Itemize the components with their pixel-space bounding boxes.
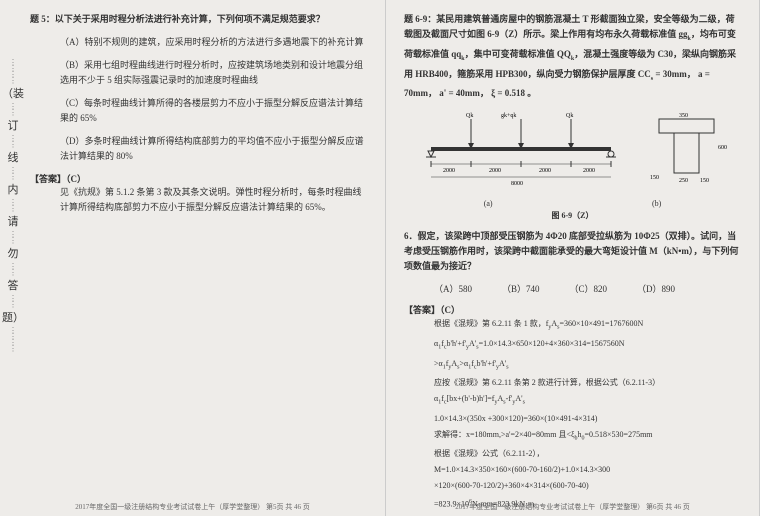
q69-title: 题 6-9：某民用建筑普通房屋中的钢筋混凝土 T 形截面独立梁，安全等级为二级，… xyxy=(404,12,741,101)
ans6-label: 【答案】（C） xyxy=(404,303,741,316)
optA: （A）580 xyxy=(434,282,472,295)
optC: （C）820 xyxy=(570,282,608,295)
dots: ⋮⋮ xyxy=(9,264,17,276)
answer5: 【答案】（C） 见《抗规》第 5.1.2 条第 3 款及其条文说明。弹性时程分析… xyxy=(30,172,367,215)
answer6: 【答案】（C） 根据《混规》第 6.2.11 条 1 款，fyAs=360×10… xyxy=(404,303,741,513)
svg-text:Qk: Qk xyxy=(466,113,473,119)
svg-text:2000: 2000 xyxy=(443,168,455,174)
dots: ⋮⋮⋮⋮ xyxy=(9,328,17,352)
svg-text:150: 150 xyxy=(650,175,659,181)
svg-text:2000: 2000 xyxy=(539,168,551,174)
svg-text:Qk: Qk xyxy=(566,113,573,119)
svg-text:2000: 2000 xyxy=(583,168,595,174)
dots: ⋮⋮ xyxy=(9,296,17,308)
dots: ⋮⋮ xyxy=(9,200,17,212)
bind-ch: 答 xyxy=(8,278,19,294)
m4: 应按《混规》第 6.2.11 条第 2 款进行计算，根据公式（6.2.11-3） xyxy=(404,375,741,391)
bind-ch: 线 xyxy=(8,150,19,166)
m7: 求解得：x=180mm,>a'=2×40=80mm 且<ξbh0=0.518×5… xyxy=(404,427,741,447)
dots: ⋮⋮ xyxy=(9,168,17,180)
beam-diagram: Qk gk+qk Qk 2000 2000 2000 2000 8000 xyxy=(411,109,631,189)
ans5-label: 【答案】（C） xyxy=(30,172,367,185)
q5-optC: （C）每条时程曲线计算所得的各楼层剪力不应小于振型分解反应谱法计算结果的 65% xyxy=(30,96,367,126)
dots: ⋮⋮⋮⋮ xyxy=(9,60,17,84)
bind-ch: 订 xyxy=(8,118,19,134)
left-page: ⋮⋮⋮⋮ （装 ⋮⋮ 订 ⋮⋮ 线 ⋮⋮ 内 ⋮⋮ 请 ⋮⋮ 勿 ⋮⋮ 答 ⋮⋮… xyxy=(0,0,386,516)
optB: （B）740 xyxy=(502,282,540,295)
dots: ⋮⋮ xyxy=(9,104,17,116)
bind-ch: 勿 xyxy=(8,246,19,262)
q5-optD: （D）多条时程曲线计算所得结构底部剪力的平均值不应小于振型分解反应谱法计算结果的… xyxy=(30,134,367,164)
m1: 根据《混规》第 6.2.11 条 1 款，fyAs=360×10×491=176… xyxy=(404,316,741,336)
svg-text:600: 600 xyxy=(718,145,727,151)
q6-title: 6．假定，该梁跨中顶部受压钢筋为 4Φ20 底部受拉纵筋为 10Φ25（双排）。… xyxy=(404,229,741,274)
optD: （D）890 xyxy=(637,282,675,295)
m9: M=1.0×14.3×350×160×(600-70-160/2)+1.0×14… xyxy=(404,462,741,478)
q6-options: （A）580 （B）740 （C）820 （D）890 xyxy=(404,282,741,295)
caption-row: (a) (b) xyxy=(404,197,741,208)
ans5-text: 见《抗规》第 5.1.2 条第 3 款及其条文说明。弹性时程分析时，每条时程曲线… xyxy=(30,185,367,215)
bind-ch: 题） xyxy=(2,310,24,326)
bind-ch: （装 xyxy=(2,86,24,102)
bind-ch: 请 xyxy=(8,214,19,230)
svg-text:350: 350 xyxy=(679,113,688,119)
right-page: 题 6-9：某民用建筑普通房屋中的钢筋混凝土 T 形截面独立梁，安全等级为二级，… xyxy=(386,0,760,516)
m8: 根据《混规》公式（6.2.11-2）， xyxy=(404,446,741,462)
q5-title: 题 5：以下关于采用时程分析法进行补充计算，下列何项不满足规范要求？ xyxy=(30,12,367,27)
svg-text:8000: 8000 xyxy=(511,181,523,187)
t7: = 40mm， ξ xyxy=(446,88,495,98)
m3: >α1fyAs>α1fcb'h'+f'yA's xyxy=(404,356,741,376)
capA: (a) xyxy=(484,199,493,208)
dots: ⋮⋮ xyxy=(9,232,17,244)
t3: ，集中可变荷载标准值 Q xyxy=(465,49,564,59)
q5-optA: （A）特别不规则的建筑，应采用时程分析的方法进行多遇地震下的补充计算 xyxy=(30,35,367,50)
fig-caption: 图 6-9（Z） xyxy=(404,210,741,221)
footer-right: 2017年度全国一级注册结构专业考试试卷上午（厚学堂整理） 第6页 共 46 页 xyxy=(386,502,759,512)
diagram-row: Qk gk+qk Qk 2000 2000 2000 2000 8000 600 1… xyxy=(404,109,741,189)
t5: = 30mm， a xyxy=(653,69,702,79)
svg-text:gk+qk: gk+qk xyxy=(501,113,516,119)
binding-margin: ⋮⋮⋮⋮ （装 ⋮⋮ 订 ⋮⋮ 线 ⋮⋮ 内 ⋮⋮ 请 ⋮⋮ 勿 ⋮⋮ 答 ⋮⋮… xyxy=(6,60,20,352)
m10: ×120×(600-70-120/2)+360×4×314×(600-70-40… xyxy=(404,478,741,494)
q5-optB: （B）采用七组时程曲线进行时程分析时，应按建筑场地类别和设计地震分组选用不少于 … xyxy=(30,58,367,88)
t8: = 0.518 。 xyxy=(495,88,536,98)
svg-text:150: 150 xyxy=(700,178,709,184)
svg-text:250: 250 xyxy=(679,178,688,184)
footer-left: 2017年度全国一级注册结构专业考试试卷上午（厚学堂整理） 第5页 共 46 页 xyxy=(0,502,385,512)
section-diagram: 600 150 250 150 350 xyxy=(644,109,734,189)
dots: ⋮⋮ xyxy=(9,136,17,148)
m6: 1.0×14.3×(350x +300×120)=360×(10×491-4×3… xyxy=(404,411,741,427)
m5: α1fc[bx+(b'-b)h']=fyAs-f'yA's xyxy=(404,391,741,411)
capB: (b) xyxy=(652,199,661,208)
bind-ch: 内 xyxy=(8,182,19,198)
svg-text:2000: 2000 xyxy=(489,168,501,174)
t1: 题 6-9：某民用建筑普通房屋中的钢筋混凝土 T 形截面独立梁，安全等级为二级，… xyxy=(404,14,735,39)
m2: α1fcb'h'+f'yA's=1.0×14.3×650×120+4×360×3… xyxy=(404,336,741,356)
